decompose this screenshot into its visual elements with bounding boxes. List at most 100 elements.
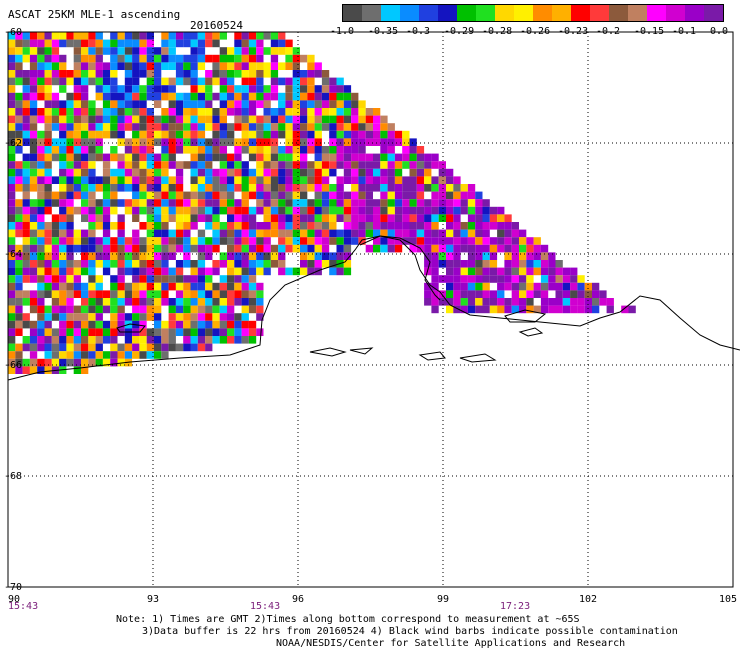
lon-labels: 90 93 96 99 102 105 — [8, 594, 737, 605]
data-cell — [15, 62, 23, 70]
data-cell — [270, 115, 279, 124]
data-cell — [132, 305, 140, 314]
data-cell — [59, 138, 67, 146]
data-cell — [460, 191, 468, 200]
data-cell — [300, 176, 308, 184]
data-cell — [161, 320, 169, 329]
data-cell — [88, 108, 96, 116]
data-cell — [358, 153, 366, 162]
data-cell — [285, 54, 293, 63]
data-cell — [219, 222, 227, 230]
data-cell — [81, 267, 89, 276]
data-cell — [183, 191, 191, 200]
time-label: 17:23 — [500, 601, 530, 612]
data-cell — [102, 328, 111, 336]
data-cell — [482, 290, 490, 298]
data-cell — [270, 70, 279, 78]
data-cell — [562, 282, 571, 291]
data-cell — [29, 320, 38, 329]
data-cell — [8, 32, 16, 40]
data-cell — [343, 206, 352, 215]
data-cell — [424, 282, 432, 291]
data-cell — [102, 92, 111, 101]
data-cell — [446, 199, 454, 207]
data-cell — [22, 123, 30, 131]
data-cell — [467, 237, 476, 245]
data-cell — [467, 267, 476, 276]
data-cell — [314, 184, 322, 192]
data-cell — [431, 305, 439, 314]
data-cell — [205, 267, 213, 276]
data-cell — [234, 244, 242, 253]
data-cell — [22, 176, 30, 184]
data-cell — [241, 313, 249, 321]
data-cell — [307, 199, 315, 207]
data-cell — [44, 130, 52, 139]
data-cell — [424, 252, 432, 260]
data-cell — [314, 199, 322, 207]
data-cell — [161, 32, 169, 40]
legend-swatch — [419, 5, 438, 21]
data-cell — [321, 206, 330, 215]
data-cell — [402, 222, 410, 230]
data-cell — [139, 298, 147, 306]
data-cell — [154, 267, 162, 276]
data-cell — [37, 39, 45, 48]
data-cell — [190, 130, 198, 139]
data-cell — [66, 267, 74, 276]
data-cell — [110, 70, 118, 78]
data-cell — [81, 85, 89, 93]
data-cell — [475, 191, 483, 200]
data-cell — [44, 351, 52, 359]
data-cell — [29, 267, 38, 276]
data-cell — [380, 214, 388, 222]
data-cell — [51, 214, 60, 222]
data-cell — [416, 199, 425, 207]
data-cell — [285, 184, 293, 192]
data-cell — [132, 313, 140, 321]
data-cell — [511, 290, 519, 298]
data-cell — [256, 267, 264, 276]
data-cell — [263, 244, 271, 253]
data-cell — [8, 275, 16, 283]
data-cell — [124, 298, 133, 306]
data-cell — [489, 252, 498, 260]
data-cell — [66, 123, 74, 131]
data-cell — [44, 123, 52, 131]
data-cell — [81, 168, 89, 177]
data-cell — [270, 85, 279, 93]
data-cell — [278, 252, 286, 260]
data-cell — [475, 214, 483, 222]
data-cell — [329, 199, 337, 207]
data-cell — [161, 343, 169, 352]
data-cell — [154, 214, 162, 222]
data-cell — [256, 222, 264, 230]
data-cell — [197, 176, 206, 184]
data-cell — [548, 267, 556, 276]
data-cell — [300, 252, 308, 260]
data-cell — [380, 146, 388, 154]
data-cell — [431, 153, 439, 162]
data-cell — [51, 229, 60, 238]
data-cell — [161, 168, 169, 177]
data-cell — [110, 92, 118, 101]
data-cell — [256, 184, 264, 192]
lat-label: -62 — [4, 138, 22, 149]
data-cell — [66, 39, 74, 48]
data-cell — [146, 70, 154, 78]
data-cell — [110, 206, 118, 215]
data-cell — [154, 336, 162, 344]
data-cell — [343, 260, 352, 268]
data-cell — [446, 260, 454, 268]
data-cell — [146, 298, 154, 306]
data-cell — [227, 191, 235, 200]
data-cell — [212, 130, 220, 139]
data-cell — [431, 214, 439, 222]
data-cell — [168, 146, 176, 154]
data-cell — [570, 282, 578, 291]
data-cell — [314, 214, 322, 222]
data-cell — [139, 100, 147, 108]
data-cell — [241, 282, 249, 291]
data-cell — [497, 229, 505, 238]
data-cell — [329, 191, 337, 200]
